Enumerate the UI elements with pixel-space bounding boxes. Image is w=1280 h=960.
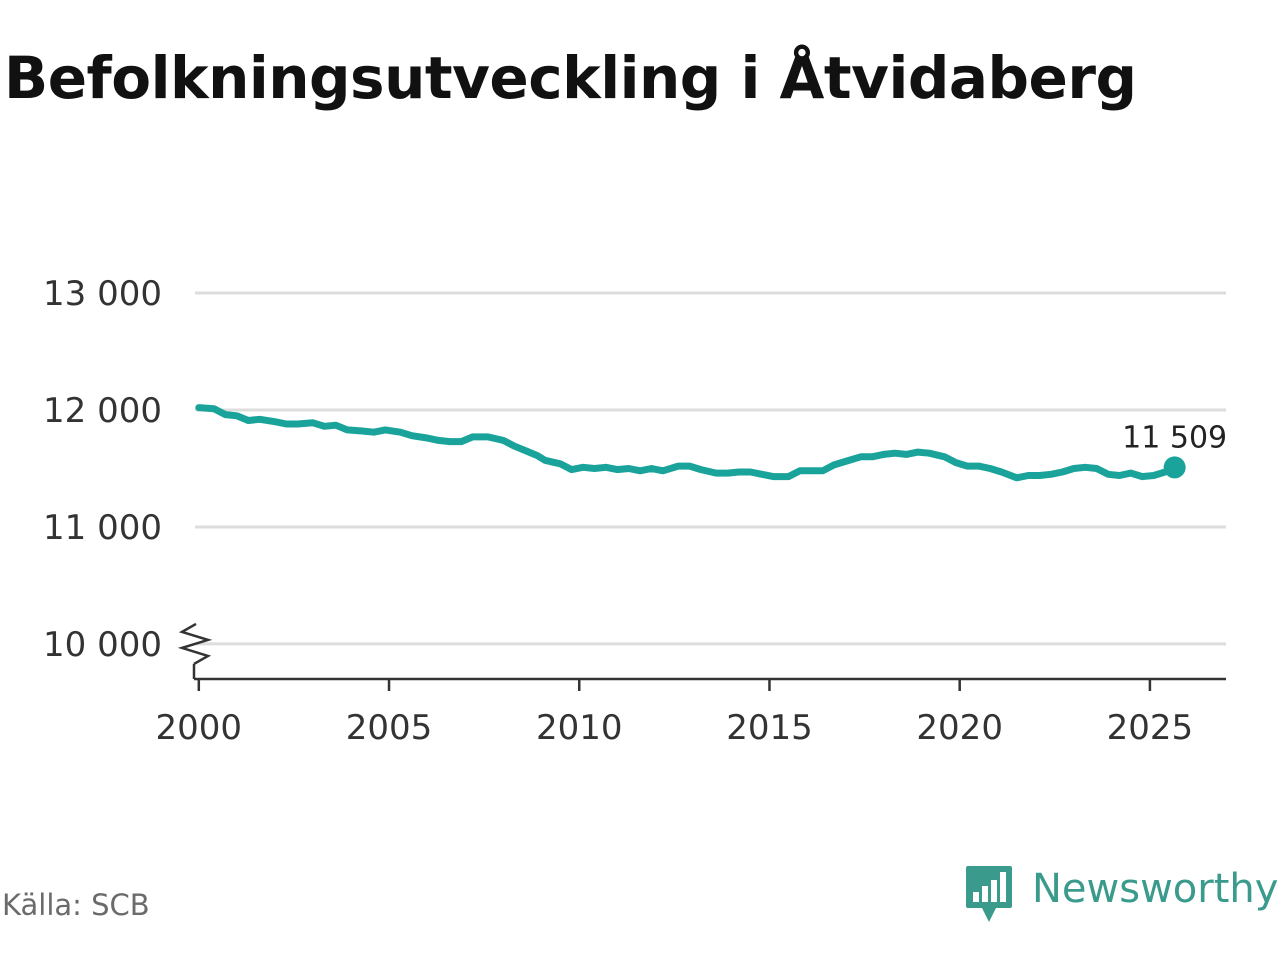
chart-title: Befolkningsutveckling i Åtvidaberg <box>4 44 1137 112</box>
x-tick-label: 2000 <box>156 708 243 748</box>
x-tick-label: 2015 <box>726 708 813 748</box>
brand-name[interactable]: Newsworthy <box>1032 866 1279 912</box>
y-tick-label: 11 000 <box>43 508 162 548</box>
gridlines <box>195 291 1226 646</box>
x-tick-label: 2010 <box>536 708 623 748</box>
data-series <box>195 404 1186 482</box>
y-axis-break-icon <box>177 622 213 665</box>
x-tick-label: 2020 <box>916 708 1003 748</box>
population-series-line <box>195 404 1179 482</box>
x-tick-label: 2025 <box>1107 708 1194 748</box>
bar-chart-speech-bubble-icon <box>966 866 1012 922</box>
y-tick-label: 10 000 <box>43 625 162 665</box>
last-value-point <box>1163 456 1186 479</box>
axes <box>177 622 1226 691</box>
last-value-label: 11 509 <box>1122 420 1227 455</box>
source-note: Källa: SCB <box>2 888 150 922</box>
brand-logo[interactable]: Newsworthy <box>964 864 1278 928</box>
labels: 13 000 12 000 11 000 10 000 2000 2005 2010 2015… <box>43 274 1227 748</box>
x-tick-label: 2005 <box>346 708 433 748</box>
y-tick-label: 13 000 <box>43 274 162 314</box>
y-tick-label: 12 000 <box>43 391 162 431</box>
